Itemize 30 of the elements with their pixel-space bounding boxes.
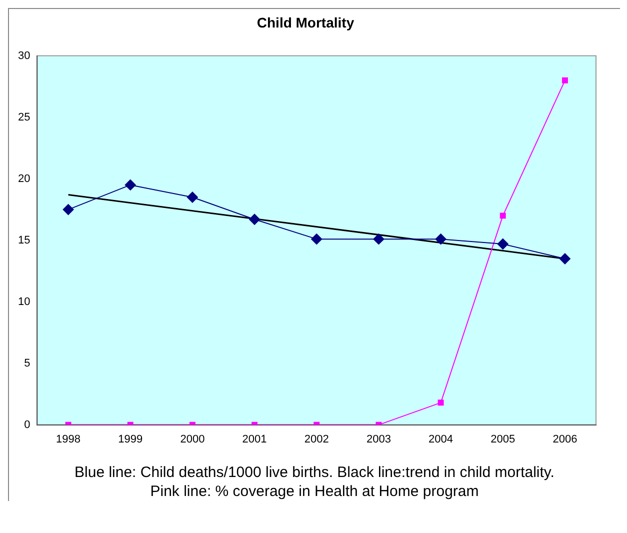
- x-tick-label: 2003: [366, 433, 391, 446]
- point: [562, 77, 568, 84]
- x-tick-label: 2002: [304, 433, 329, 446]
- x-tick-label: 2005: [490, 433, 516, 446]
- x-tick-label: 1999: [118, 433, 143, 446]
- point: [500, 212, 506, 219]
- y-tick-label: 30: [18, 50, 30, 62]
- x-tick-label: 2001: [242, 433, 267, 446]
- text: Blue line: Child deaths/1000 live births. Black line:trend in child mortality. Pink line: % coverage in Health at Home program: [74, 463, 556, 501]
- point: [62, 204, 74, 216]
- x-tick-label: 2004: [428, 433, 454, 446]
- point: [438, 400, 444, 406]
- x-tick-label: 2000: [180, 433, 205, 446]
- point: [559, 253, 570, 264]
- point: [124, 179, 136, 190]
- y-tick-label: 20: [18, 172, 30, 185]
- point: [435, 234, 446, 245]
- x-tick-label: 1998: [56, 433, 81, 446]
- y-tick-label: 15: [18, 234, 30, 246]
- chart-title: Child Mortality: [256, 14, 354, 30]
- y-tick-label: 5: [24, 357, 30, 370]
- point: [249, 214, 260, 225]
- point: [186, 192, 198, 203]
- y-tick-label: 0: [24, 418, 30, 431]
- y-tick-label: 10: [18, 296, 30, 308]
- point: [373, 234, 384, 245]
- y-tick-label: 25: [18, 111, 30, 124]
- point: [497, 238, 508, 250]
- point: [311, 234, 322, 245]
- x-tick-label: 2006: [552, 433, 578, 446]
